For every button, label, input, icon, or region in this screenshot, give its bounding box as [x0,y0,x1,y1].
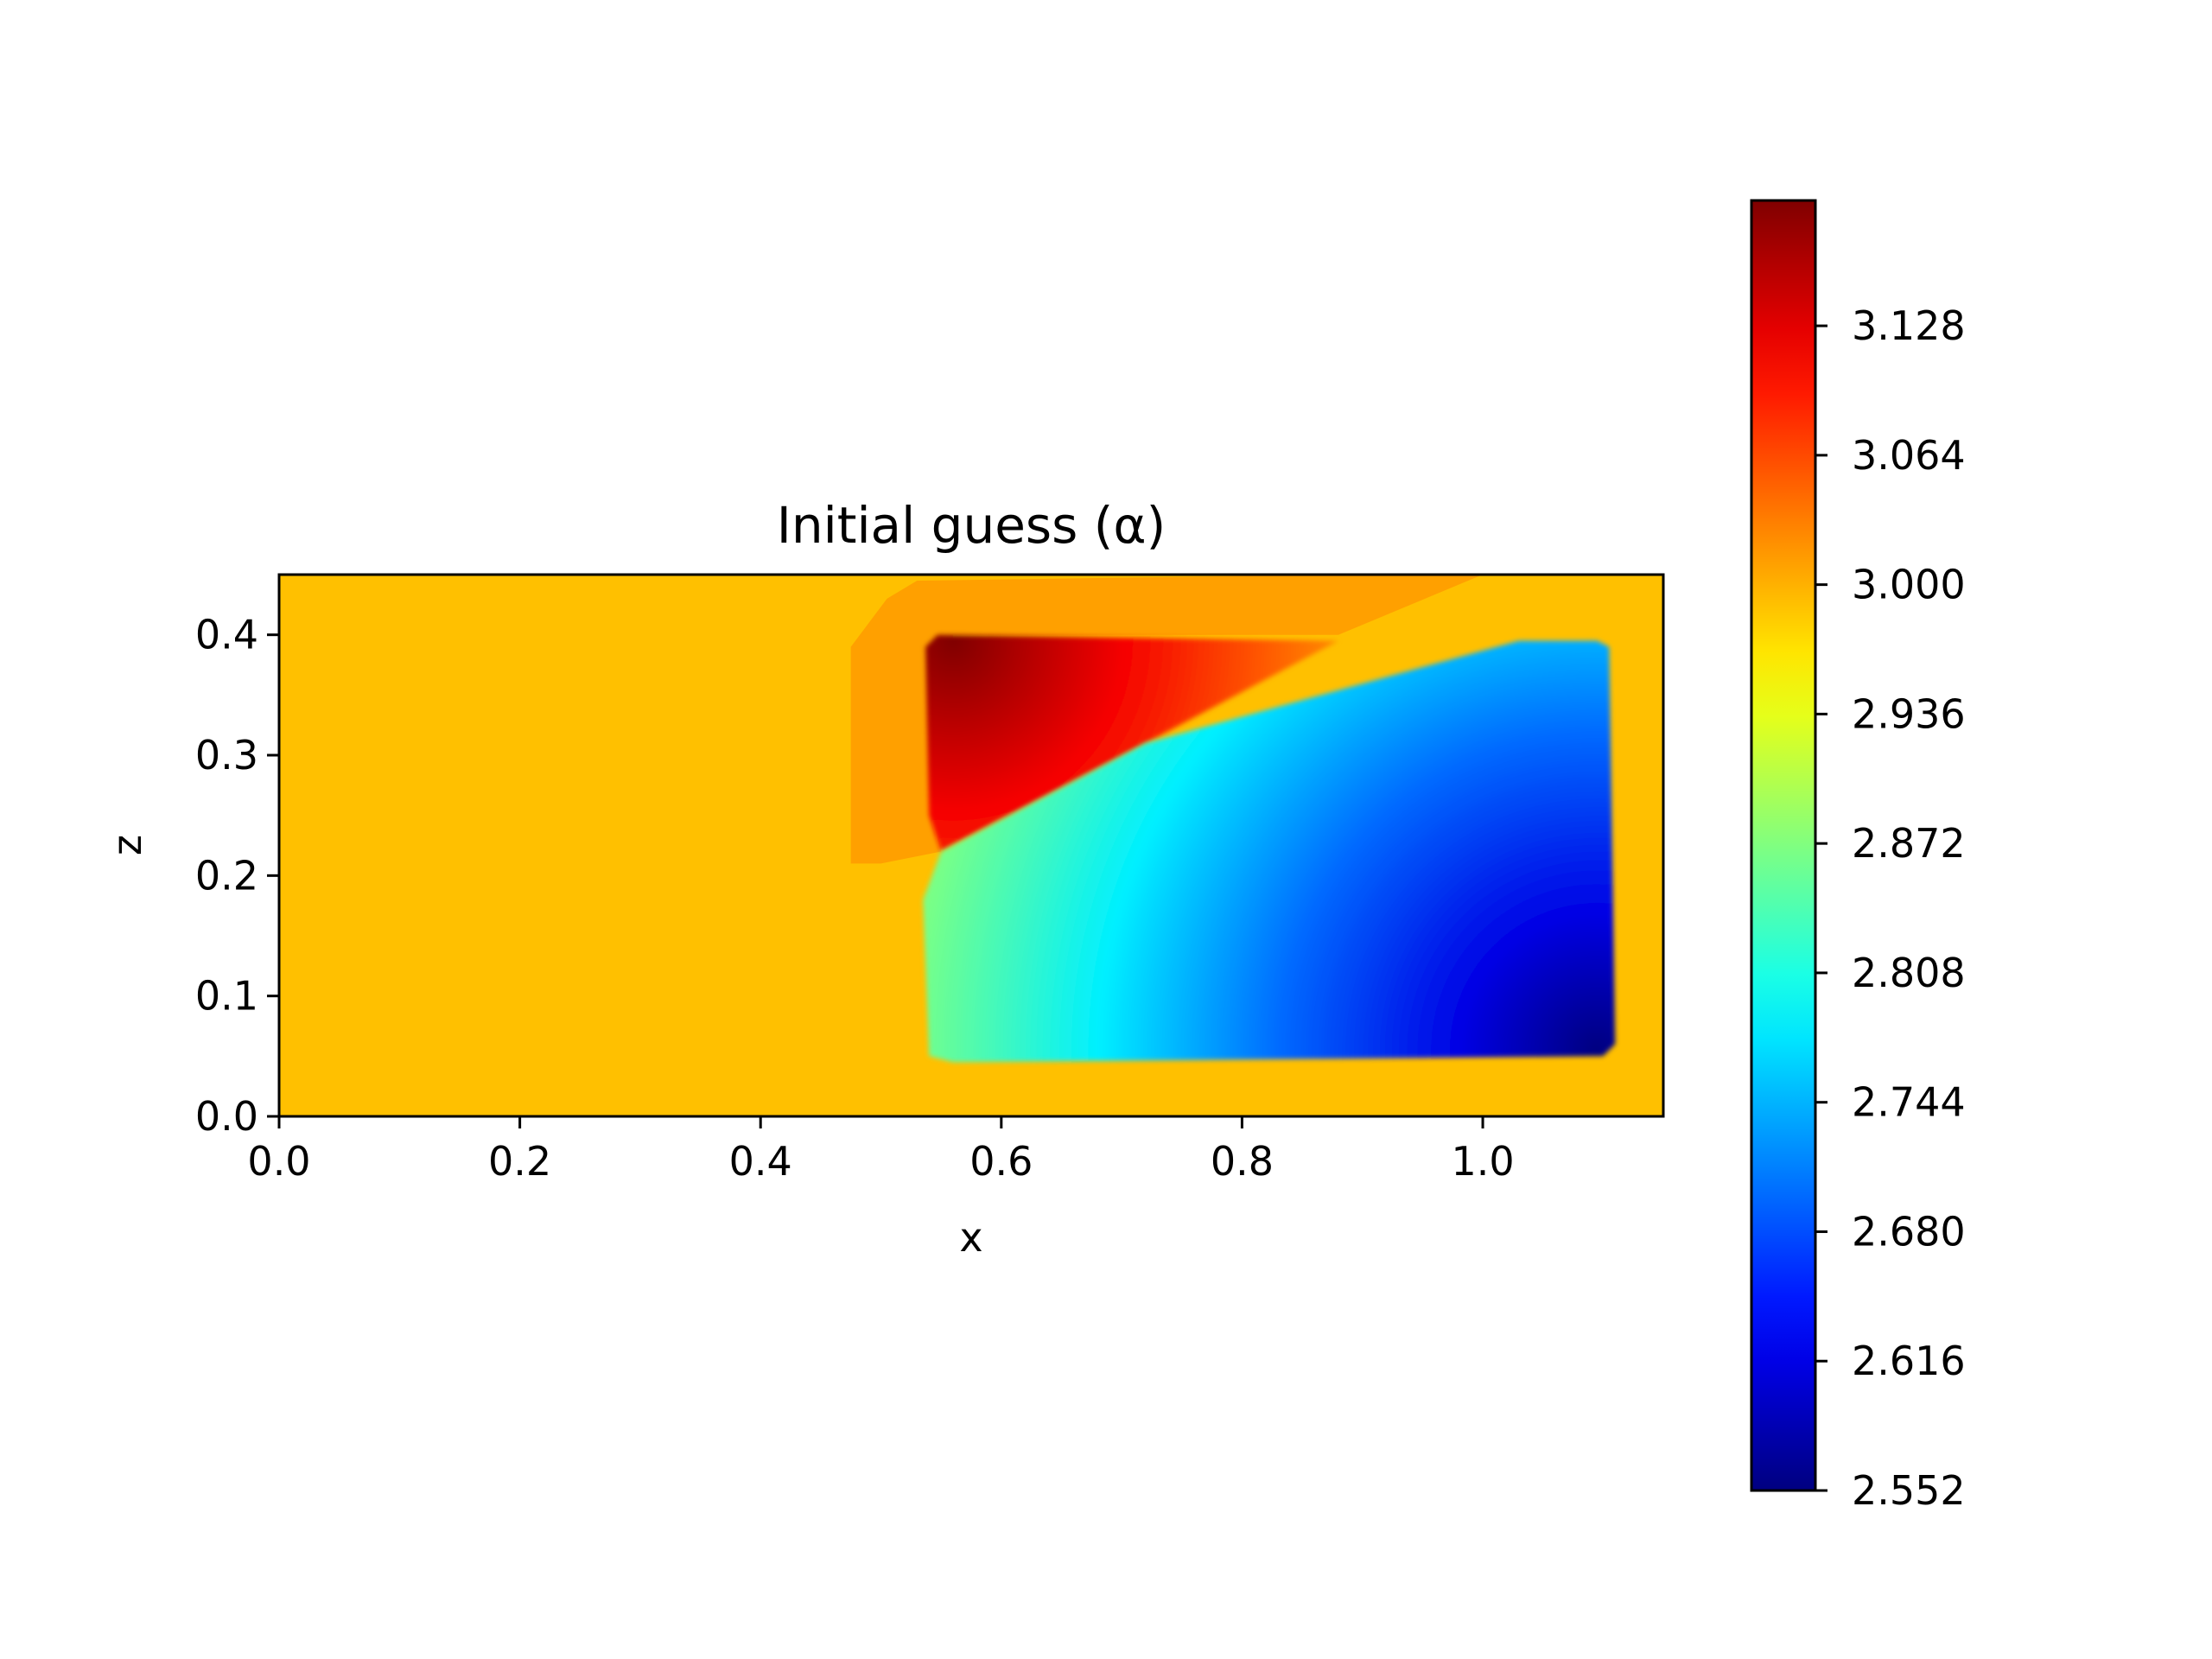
x-axis: 0.0 0.2 0.4 0.6 0.8 1.0 [247,1116,1515,1185]
colorbar-tick-label: 3.128 [1852,302,1966,349]
x-tick-label: 1.0 [1451,1138,1514,1185]
y-axis-label: z [104,835,150,855]
heatmap-plot-area [279,575,1663,1116]
colorbar-tick-label: 2.808 [1852,950,1966,996]
colorbar-tick-label: 3.000 [1852,562,1966,608]
colorbar-tick-label: 3.064 [1852,432,1966,479]
y-tick-label: 0.1 [195,973,258,1020]
y-tick-label: 0.2 [195,852,258,899]
colorbar-tick-label: 2.744 [1852,1079,1966,1126]
heatmap-region-transition-zone [850,575,1483,864]
colorbar-tick-label: 2.552 [1852,1467,1966,1514]
x-tick-label: 0.8 [1211,1138,1274,1185]
x-tick-label: 0.2 [488,1138,551,1185]
heatmap-region-high-anomaly [925,634,1338,852]
colorbar-tick-label: 2.680 [1852,1208,1966,1255]
colorbar-tick-label: 2.616 [1852,1338,1966,1384]
y-tick-label: 0.0 [195,1093,258,1140]
x-tick-label: 0.0 [247,1138,310,1185]
heatmap-region-low-anomaly [923,640,1616,1063]
colorbar-tick-label: 2.872 [1852,820,1966,867]
colorbar-axis: 2.552 2.616 2.680 2.744 2.808 2.872 2.936 3.000… [1815,302,1966,1514]
colorbar-tick-label: 2.936 [1852,690,1966,737]
y-tick-label: 0.3 [195,732,258,779]
chart-title: Initial guess (α) [777,496,1166,555]
colorbar [1750,199,1817,1492]
x-tick-label: 0.6 [969,1138,1033,1185]
x-axis-label: x [959,1214,982,1261]
y-tick-label: 0.4 [195,612,258,658]
y-axis: 0.0 0.1 0.2 0.3 0.4 [195,612,279,1140]
x-tick-label: 0.4 [729,1138,792,1185]
plot-frame [277,573,1665,1118]
